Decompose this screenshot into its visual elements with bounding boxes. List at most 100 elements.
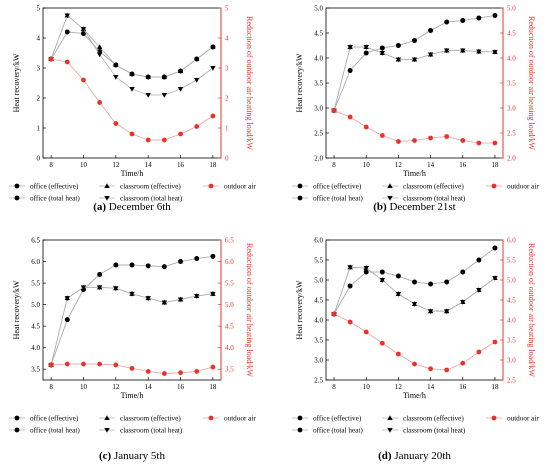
data-point — [177, 87, 184, 92]
data-point — [379, 51, 386, 56]
data-point — [48, 362, 54, 368]
x-tick-label: 18 — [209, 161, 217, 169]
legend-marker — [14, 415, 20, 421]
y-right-tick-label: 3.0 — [507, 356, 516, 364]
data-point — [80, 285, 87, 291]
legend-label: outdoor air — [224, 415, 256, 423]
data-point — [96, 52, 103, 58]
data-point — [64, 59, 70, 65]
series-line — [333, 15, 496, 111]
data-point — [363, 269, 369, 275]
data-point — [145, 263, 151, 269]
data-point — [129, 291, 135, 297]
legend-label: outdoor air — [507, 415, 539, 423]
data-point — [129, 71, 135, 77]
series-classroom-total-heat- — [331, 265, 498, 317]
data-point — [460, 269, 466, 275]
data-point — [412, 138, 417, 143]
legend-marker — [297, 427, 303, 433]
data-point — [210, 44, 216, 50]
data-point — [428, 366, 433, 372]
y-tick-label: 4.5 — [31, 322, 40, 330]
caption-text: January 20th — [392, 450, 452, 462]
data-point — [379, 340, 385, 346]
data-point — [476, 15, 482, 21]
data-point — [476, 49, 482, 55]
data-point — [363, 45, 369, 50]
y-tick-label: 4.0 — [314, 54, 323, 62]
series-line — [333, 46, 495, 111]
legend-label: office (effective) — [313, 415, 362, 423]
x-axis-label: Time/h — [121, 391, 144, 400]
data-point — [194, 56, 200, 62]
legend-marker — [104, 196, 110, 201]
x-tick-label: 16 — [459, 383, 467, 391]
y-tick-label: 4 — [37, 34, 41, 42]
legend: office (effective) classroom (effective) o… — [9, 183, 256, 203]
data-point — [97, 361, 103, 367]
y-tick-label: 4.5 — [314, 29, 323, 37]
legend-marker — [297, 415, 303, 421]
data-point — [444, 367, 450, 373]
legend-marker — [14, 195, 20, 201]
caption-text: December 6th — [106, 201, 171, 213]
y-tick-label: 3.5 — [314, 336, 323, 344]
x-tick-label: 10 — [363, 383, 371, 391]
y-right-axis-label: Reduction of outdoor air heating load/kW — [245, 16, 254, 150]
data-point — [396, 351, 401, 357]
data-point — [427, 52, 434, 58]
data-point — [460, 18, 466, 23]
y-right-tick-label: 2.5 — [507, 376, 516, 384]
data-point — [194, 256, 200, 261]
legend-classroom-effective: classroom (effective) — [99, 183, 181, 191]
legend-label: outdoor air — [507, 183, 539, 191]
legend-office-total: office (total heat) — [292, 195, 363, 203]
y-tick-label: 5.0 — [314, 4, 323, 12]
data-point — [96, 44, 103, 49]
y-tick-label: 4.0 — [314, 316, 323, 324]
legend-marker — [104, 183, 110, 188]
y-right-tick-label: 5.5 — [507, 256, 516, 264]
caption-text: January 5th — [111, 450, 165, 462]
data-point — [161, 137, 167, 143]
x-axis-label: Time/h — [403, 169, 426, 178]
data-point — [396, 139, 401, 144]
data-point — [64, 361, 70, 367]
y-axis-label: Heat recovery/kW — [295, 280, 304, 339]
y-right-tick-label: 4.5 — [507, 29, 516, 37]
series-outdoor-air — [48, 361, 216, 376]
x-tick-label: 12 — [395, 383, 403, 391]
legend-marker — [104, 428, 110, 433]
series-line — [333, 266, 496, 315]
y-right-tick-label: 0 — [225, 154, 229, 162]
x-tick-label: 16 — [177, 383, 185, 391]
data-point — [64, 13, 70, 19]
x-tick-label: 8 — [332, 161, 336, 169]
x-tick-label: 14 — [427, 161, 435, 169]
y-right-axis-label: Reduction of outdoor air heating load/kW — [245, 243, 254, 377]
y-right-tick-label: 5.5 — [225, 279, 234, 287]
legend-label: outdoor air — [224, 183, 256, 191]
legend-classroom-total: classroom (total heat) — [99, 427, 183, 435]
legend-label: office (total heat) — [30, 427, 80, 435]
data-point — [97, 100, 103, 105]
legend-marker — [208, 415, 214, 421]
legend-label: office (effective) — [313, 183, 362, 191]
legend-classroom-effective: classroom (effective) — [382, 183, 464, 191]
data-point — [145, 137, 151, 143]
data-point — [412, 279, 417, 285]
series-outdoor-air — [331, 311, 498, 373]
series-classroom-total-heat- — [331, 45, 498, 114]
plot-frame — [325, 7, 504, 159]
x-tick-label: 10 — [363, 161, 371, 169]
data-point — [460, 360, 466, 366]
caption-letter: (d) — [378, 450, 392, 462]
y-right-axis-label: Reduction of outdoor air heating load/kW — [527, 243, 536, 377]
data-point — [194, 78, 200, 83]
data-point — [427, 309, 434, 314]
x-tick-label: 16 — [177, 161, 185, 169]
data-point — [80, 27, 87, 32]
y-right-tick-label: 5.0 — [507, 4, 516, 12]
series-classroom-total-heat- — [48, 13, 216, 98]
data-point — [411, 302, 418, 307]
